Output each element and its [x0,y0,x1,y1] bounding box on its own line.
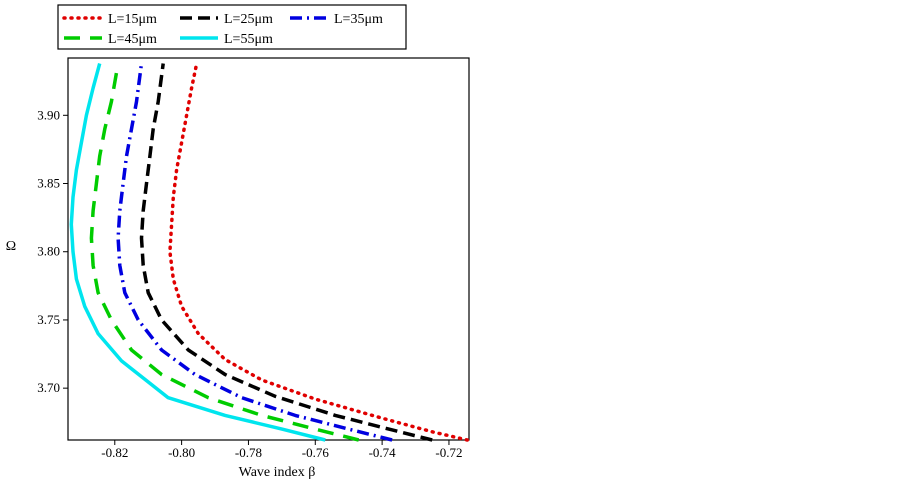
legend: L=15μm L=25μm L=35μm L=45μm L=55μm [57,4,407,50]
y-axis: 3.70 3.75 3.80 3.85 3.90 [37,107,68,395]
x-tick-label: -0.74 [369,445,397,460]
legend-label: L=55μm [224,32,273,47]
series-line [139,63,433,442]
y-tick-label: 3.80 [37,244,60,259]
x-axis-label: Wave index β [239,465,316,480]
series-layer [69,61,470,442]
x-tick-label: -0.82 [101,445,128,460]
x-tick-label: -0.76 [302,445,330,460]
x-tick-label: -0.80 [168,445,195,460]
series-line [69,63,326,442]
series-line [168,61,470,442]
series-line [89,63,360,442]
legend-label: L=15μm [108,12,157,27]
series-line [116,63,393,442]
y-tick-label: 3.75 [37,312,60,327]
legend-label: L=45μm [108,32,157,47]
y-tick-label: 3.70 [37,380,60,395]
y-axis-label: Ω [6,239,16,254]
x-tick-label: -0.78 [235,445,262,460]
legend-frame [57,4,407,50]
y-tick-label: 3.90 [37,107,60,122]
x-tick-label: -0.72 [435,445,462,460]
legend-label: L=35μm [334,12,383,27]
legend-label: L=25μm [224,12,273,27]
plot-frame [67,57,470,441]
y-tick-label: 3.85 [37,176,60,191]
x-axis: -0.82 -0.80 -0.78 -0.76 -0.74 -0.72 [101,440,462,460]
